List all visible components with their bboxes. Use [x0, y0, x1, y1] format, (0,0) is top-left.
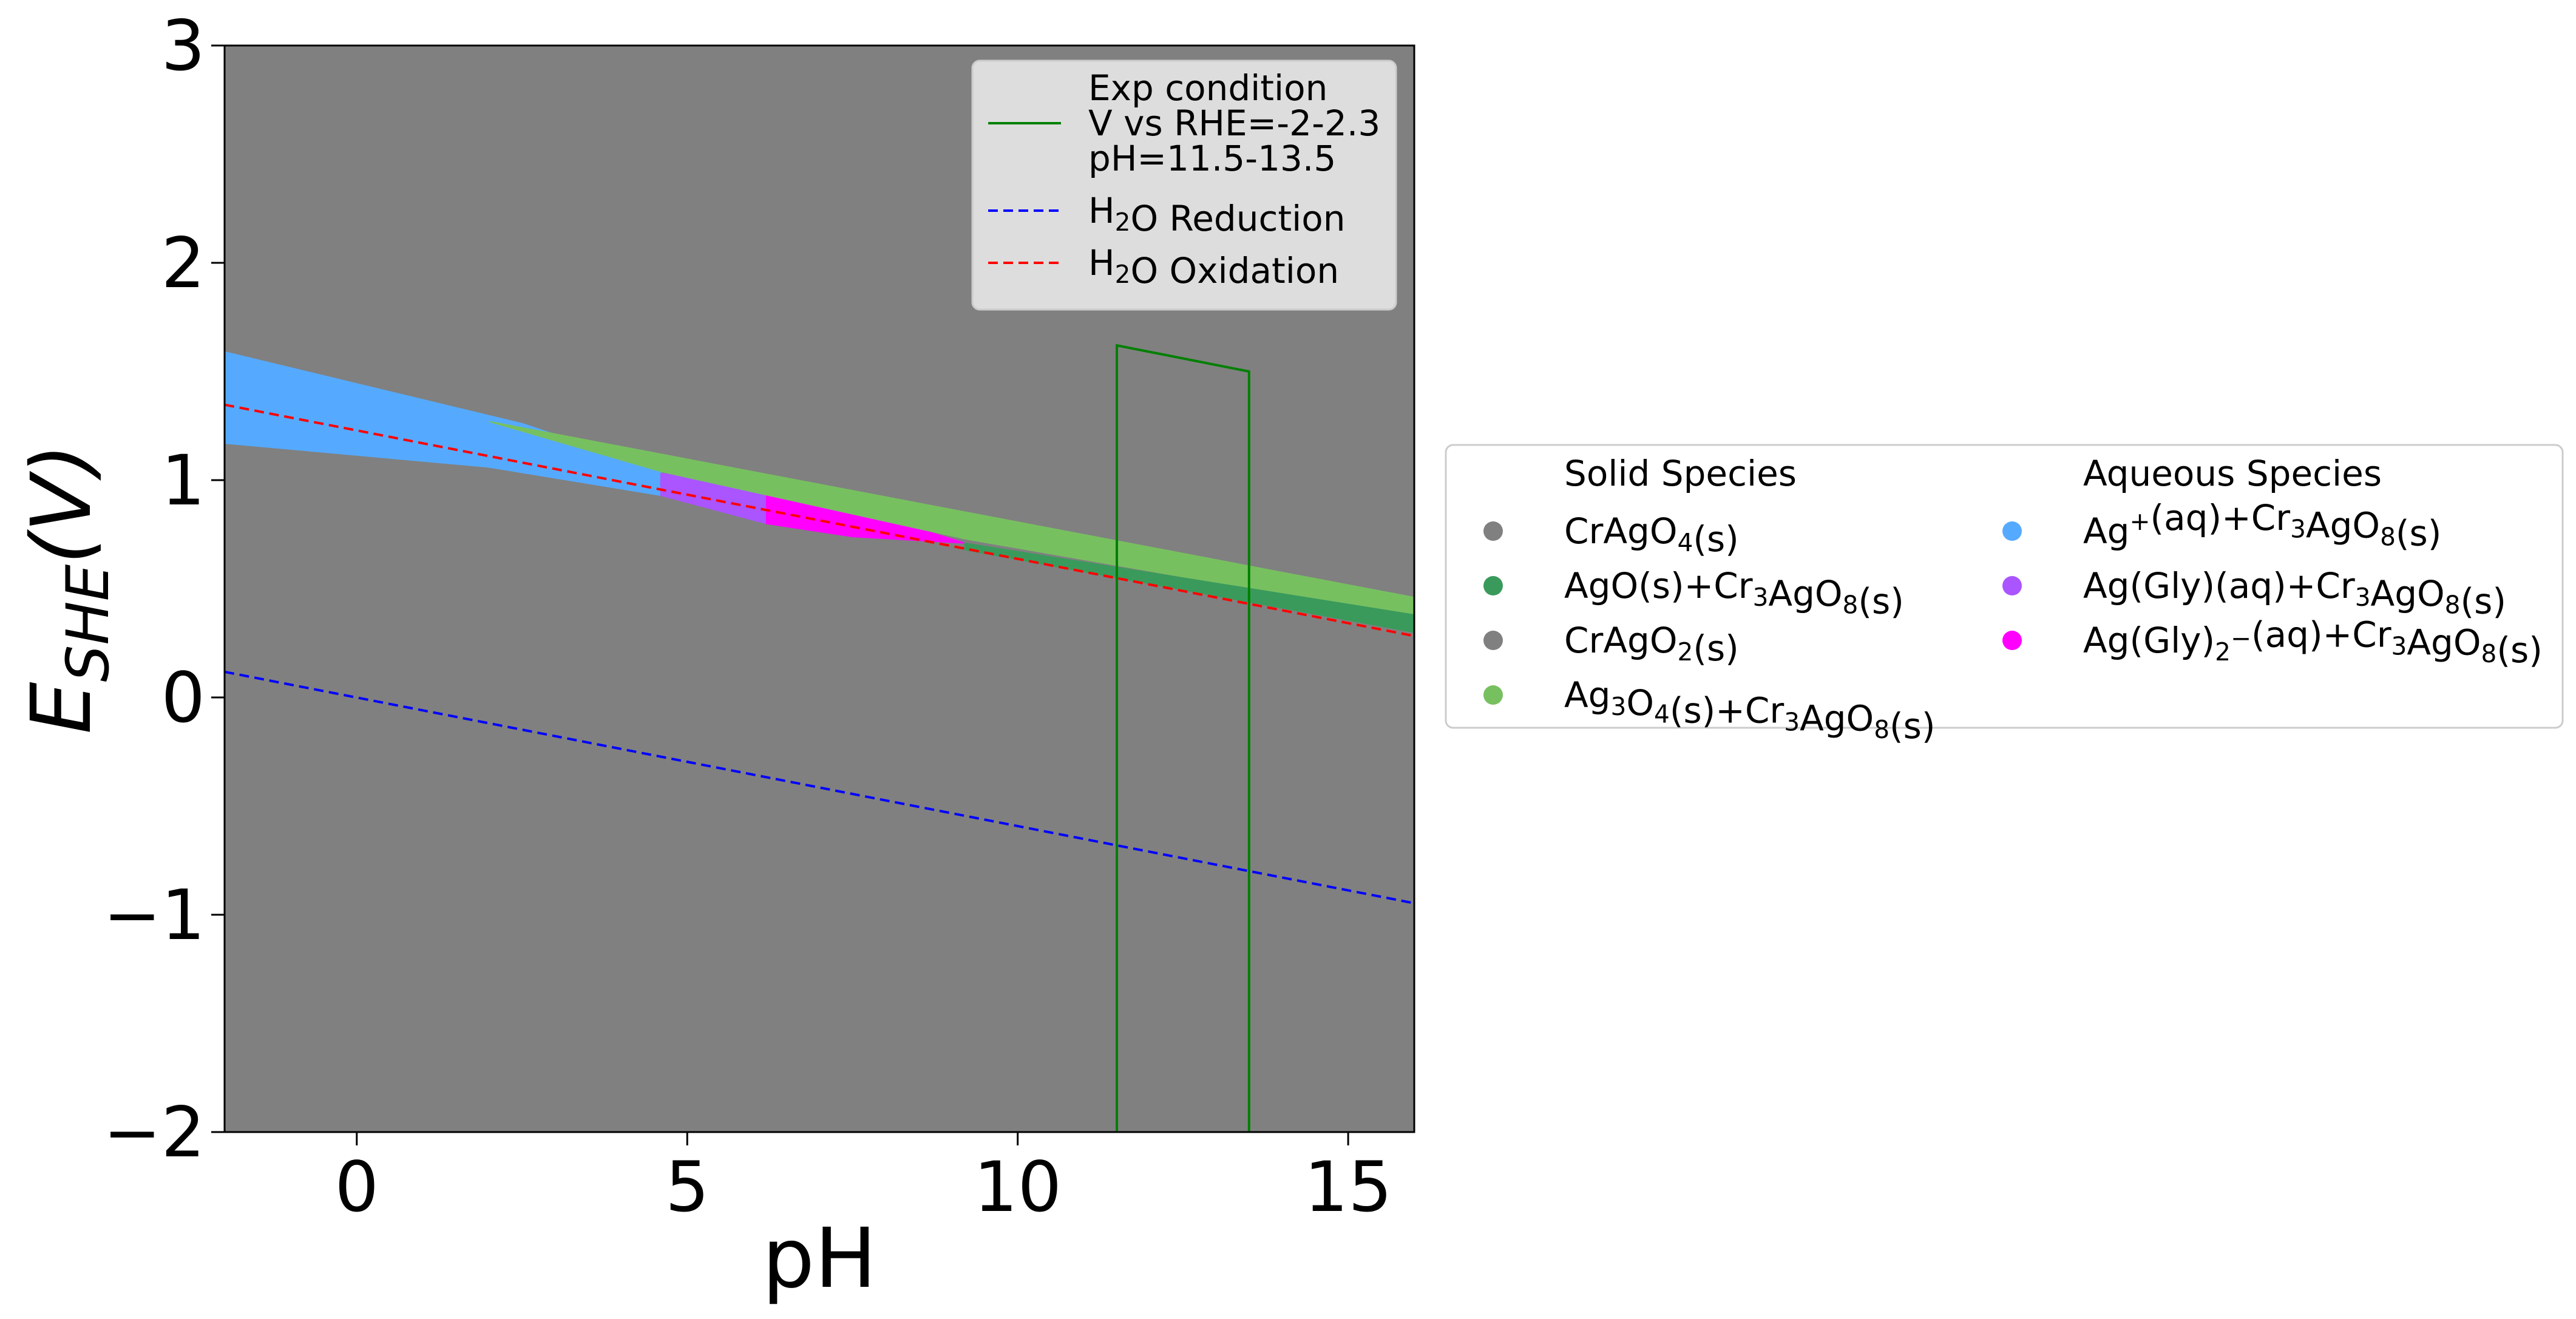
y-tick-label: 0	[161, 657, 205, 738]
y-tick-label: −2	[103, 1092, 205, 1173]
legend-item-ag-gly-aq-cr-ago-s: Ag(Gly)(aq)+Cr3AgO8(s)	[2083, 565, 2506, 622]
legend-header-solid-species: Solid Species	[1564, 453, 1797, 494]
plot-lines	[225, 344, 1414, 1132]
y-tick-label: 3	[161, 5, 205, 86]
region-ag-o-s-cr-ago-s	[489, 421, 1414, 618]
y-axis-label: ESHE(V)	[14, 444, 122, 734]
x-tick-label: 10	[974, 1147, 1062, 1227]
stability-regions	[225, 351, 1414, 633]
legend-entry-text: V vs RHE=-2-2.3	[1088, 103, 1380, 144]
x-tick-label: 5	[665, 1147, 710, 1227]
line-h-o-reduction	[225, 670, 1414, 904]
region-ago-s-cr-ago-s	[964, 542, 1414, 633]
legend-entry-text: H2O Reduction	[1088, 190, 1346, 239]
legend-item-ago-s-cr-ago-s: AgO(s)+Cr3AgO8(s)	[1564, 565, 1904, 622]
legend-marker-ag-gly-aq-cr-ago-s	[2002, 576, 2022, 595]
legend-species: Solid Species Aqueous Species CrAgO4(s)AgO…	[1445, 444, 2564, 747]
axes: 0 5 10 15 −2 −1 0 1 2 3 pH ESHE(V)	[14, 5, 1415, 1307]
legend-marker-crago-s	[1483, 521, 1503, 541]
legend-item-crago-s: CrAgO2(s)	[1564, 620, 1739, 669]
legend-item-ag-o-s-cr-ago-s: Ag3O4(s)+Cr3AgO8(s)	[1564, 674, 1936, 747]
legend-item-crago-s: CrAgO4(s)	[1564, 510, 1739, 560]
y-tick-label: 1	[161, 440, 205, 521]
legend-marker-ag-aq-cr-ago-s	[2002, 521, 2022, 541]
legend-item-ag-aq-cr-ago-s: Ag+(aq)+Cr3AgO8(s)	[2083, 497, 2441, 554]
plot-frame	[223, 44, 1415, 1133]
legend-marker-ago-s-cr-ago-s	[1483, 576, 1503, 595]
line-h-o-oxidation	[225, 403, 1414, 637]
x-axis-label: pH	[762, 1211, 877, 1307]
line-exp-condition-v-vs-rhe-2-2-3-ph-11-5-13-5	[1116, 344, 1250, 1132]
legend-lines-box	[971, 59, 1397, 311]
legend-entry-text: H2O Oxidation	[1088, 242, 1339, 291]
legend-entry-text: pH=11.5-13.5	[1088, 138, 1336, 179]
legend-header-aqueous-species: Aqueous Species	[2083, 453, 2382, 494]
x-tick-label: 15	[1304, 1147, 1392, 1227]
y-tick-label: −1	[103, 875, 205, 955]
x-tick-label: 0	[335, 1147, 379, 1227]
y-tick-label: 2	[161, 223, 205, 303]
legend-entry-text: Exp condition	[1088, 67, 1327, 109]
legend-item-ag-gly-aq-cr-ago-s: Ag(Gly)2−(aq)+Cr3AgO8(s)	[2083, 614, 2543, 671]
legend-marker-ag-o-s-cr-ago-s	[1483, 685, 1503, 705]
legend-marker-crago-s	[1483, 631, 1503, 650]
legend-marker-ag-gly-aq-cr-ago-s	[2002, 631, 2022, 650]
